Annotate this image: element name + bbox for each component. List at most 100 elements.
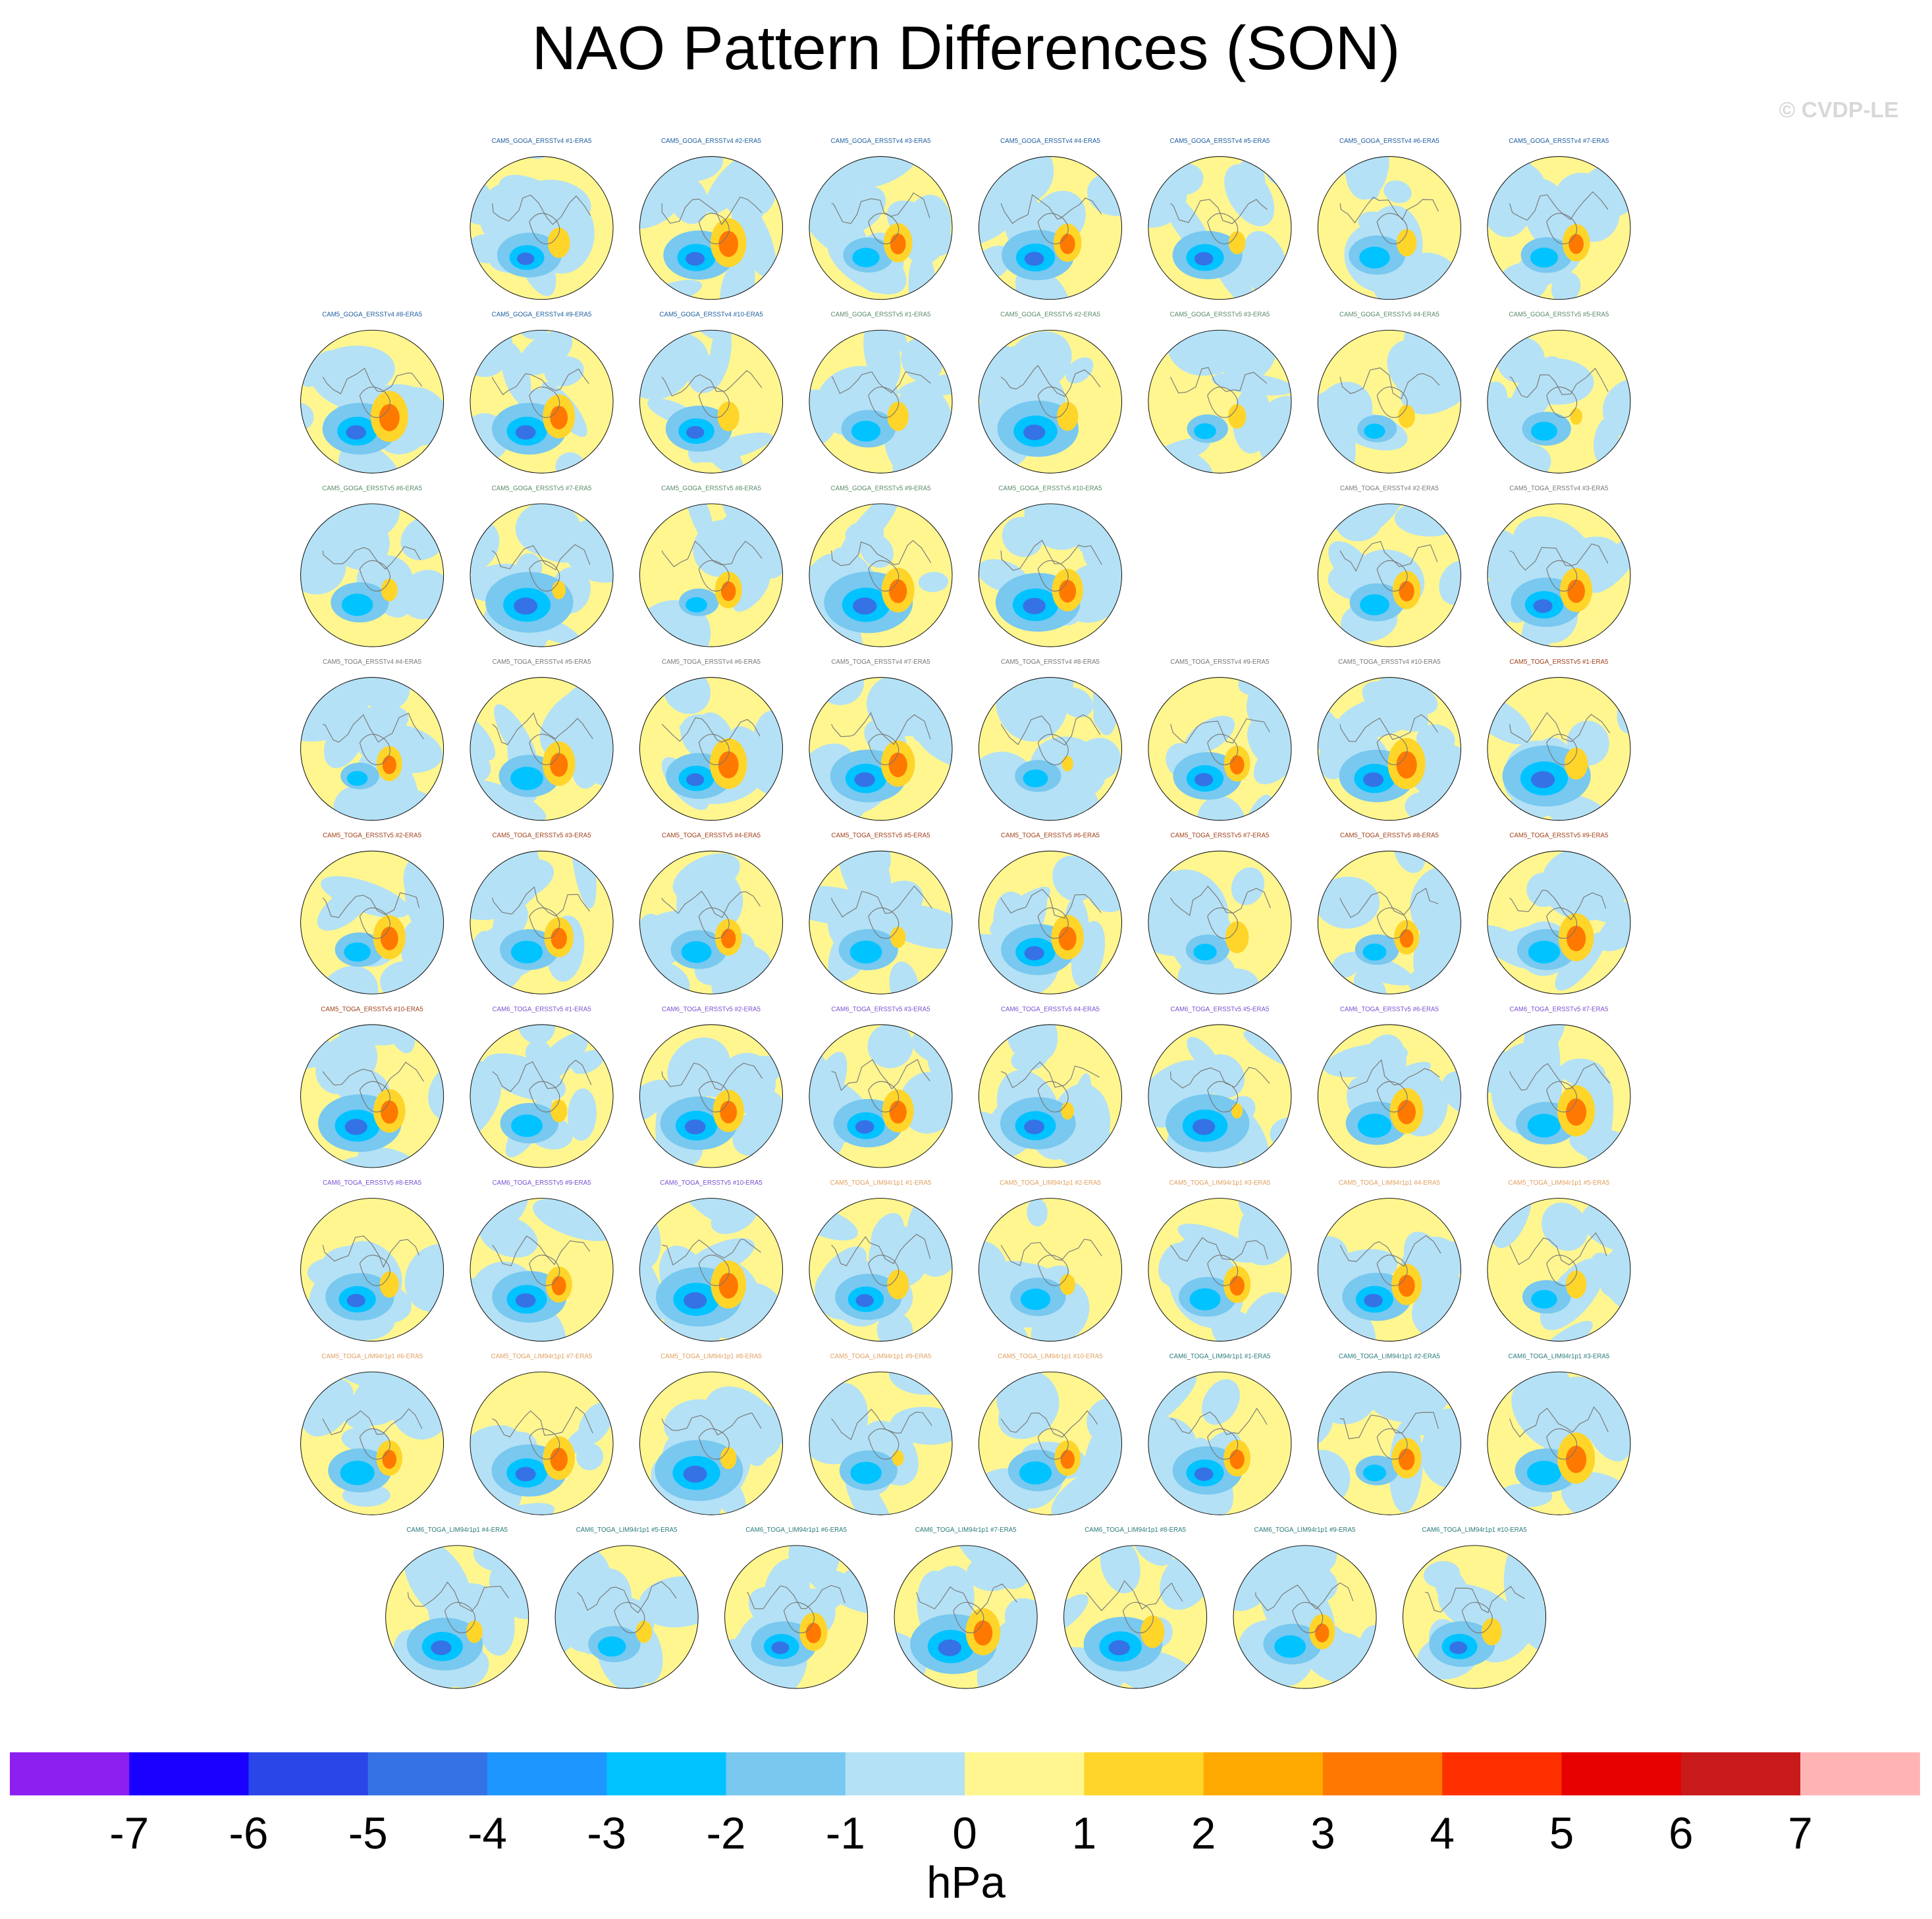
coastline	[323, 713, 424, 743]
anomaly-region	[1017, 106, 1073, 160]
low-center	[1359, 246, 1390, 269]
polar-map	[1487, 503, 1630, 647]
coastline	[492, 712, 593, 745]
polar-map	[639, 1024, 783, 1168]
low-center	[850, 1461, 882, 1484]
coastline	[661, 890, 761, 918]
coastline	[322, 1062, 424, 1093]
anomaly-region	[472, 780, 547, 821]
high-center	[1398, 1448, 1415, 1471]
map-border	[809, 503, 953, 647]
panel-title: CAM6_TOGA_ERSSTv5 #9-ERA5	[493, 1179, 591, 1187]
colorbar-box	[367, 1752, 488, 1796]
map-border	[470, 677, 614, 821]
high-center	[887, 1269, 909, 1300]
anomaly-region	[470, 711, 496, 761]
map-border	[470, 503, 614, 647]
anomaly-region	[400, 916, 444, 987]
coastline	[662, 1239, 761, 1266]
polar-map	[724, 1545, 868, 1689]
polar-map	[1487, 156, 1630, 300]
colorbar-tick-label: 2	[1191, 1809, 1216, 1858]
low-center	[684, 1292, 707, 1309]
anomaly-region	[720, 256, 755, 300]
panel-title: CAM5_TOGA_LIM94r1p1 #6-ERA5	[321, 1353, 423, 1361]
high-center	[1398, 1274, 1415, 1297]
low-center	[1362, 1465, 1387, 1482]
anomaly-region	[711, 1199, 758, 1234]
anomaly-region	[1027, 1198, 1048, 1227]
coastline	[1509, 1063, 1610, 1091]
anomaly-region	[321, 1024, 400, 1046]
coastline	[359, 1428, 390, 1460]
coastline	[661, 196, 763, 226]
coastline	[322, 1408, 423, 1436]
polar-map	[1487, 677, 1630, 821]
anomaly-region	[1233, 158, 1266, 213]
high-center	[1396, 229, 1417, 257]
high-center	[718, 230, 739, 257]
high-center	[381, 1100, 398, 1124]
polar-map	[300, 1372, 444, 1515]
map-border	[639, 329, 784, 473]
map-border	[1487, 1024, 1631, 1168]
high-center	[550, 406, 568, 429]
coastline	[868, 387, 899, 418]
colorbar-box	[1084, 1752, 1204, 1796]
map-border	[470, 1024, 614, 1168]
colorbar-box	[965, 1752, 1085, 1796]
low-center	[771, 1641, 790, 1654]
panel-title: CAM5_TOGA_ERSSTv5 #10-ERA5	[321, 1006, 423, 1013]
polar-map	[470, 1024, 614, 1168]
panel-title: CAM5_TOGA_ERSSTv4 #5-ERA5	[493, 659, 591, 666]
map-border	[470, 156, 614, 300]
high-center	[551, 1276, 566, 1296]
coastline	[1000, 365, 1101, 397]
low-center	[1531, 771, 1555, 788]
coastline	[359, 1081, 390, 1112]
map-border	[300, 329, 444, 473]
map-border	[894, 1545, 1038, 1689]
low-center	[854, 772, 875, 788]
colorbar-box	[726, 1752, 846, 1796]
low-center	[1194, 252, 1214, 266]
map-border	[385, 1545, 529, 1689]
map-border	[1317, 1198, 1461, 1342]
low-center	[684, 1119, 706, 1135]
panel-title: CAM5_TOGA_LIM94r1p1 #5-ERA5	[1509, 1179, 1610, 1187]
anomaly-region	[539, 686, 614, 759]
coastline	[868, 734, 899, 765]
high-center	[889, 579, 907, 603]
panel-title: CAM5_GOGA_ERSSTv4 #2-ERA5	[661, 138, 761, 145]
panel-title: CAM5_TOGA_ERSSTv5 #8-ERA5	[1340, 832, 1439, 840]
map-border	[1148, 156, 1292, 300]
map-border	[1063, 1545, 1208, 1689]
map-border	[1487, 156, 1631, 300]
panel-title: CAM6_TOGA_LIM94r1p1 #2-ERA5	[1339, 1353, 1440, 1361]
low-center	[683, 1465, 707, 1483]
coastline	[698, 213, 730, 244]
anomaly-region	[764, 1558, 810, 1623]
coastline	[529, 907, 560, 939]
map-border	[1317, 1024, 1461, 1168]
coastline	[1339, 888, 1439, 919]
coastline	[1376, 734, 1408, 765]
coastline	[1037, 560, 1069, 592]
watermark: © CVDP-LE	[1779, 98, 1899, 122]
anomaly-region	[1318, 877, 1380, 929]
colorbar-tick-label: 7	[1788, 1809, 1812, 1858]
polar-map	[470, 851, 614, 994]
panel-title: CAM5_TOGA_ERSSTv5 #5-ERA5	[832, 832, 930, 840]
low-center	[341, 593, 373, 616]
polar-map	[1487, 1198, 1630, 1341]
panel-title: CAM5_GOGA_ERSSTv5 #2-ERA5	[1000, 311, 1100, 319]
colorbar-box	[129, 1752, 250, 1796]
low-center	[1357, 1114, 1392, 1138]
panel-title: CAM5_TOGA_ERSSTv4 #10-ERA5	[1338, 659, 1440, 666]
anomaly-region	[889, 961, 919, 994]
coastline	[1170, 1407, 1268, 1436]
map-border	[978, 156, 1122, 300]
colorbar-box	[1322, 1752, 1443, 1796]
high-center	[1397, 1100, 1416, 1125]
map-border	[1403, 1545, 1547, 1689]
